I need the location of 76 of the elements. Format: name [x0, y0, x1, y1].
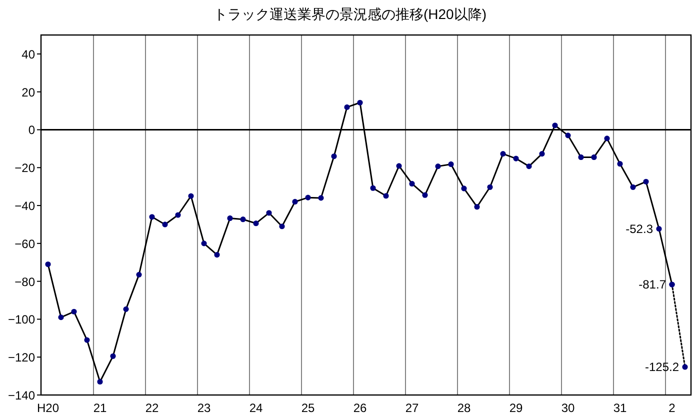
point	[513, 156, 519, 162]
y-tick-label: −80	[14, 274, 36, 289]
y-tick-label: −140	[8, 388, 36, 402]
y-tick-label: 0	[28, 123, 36, 138]
point	[97, 378, 103, 385]
point	[435, 164, 441, 170]
point	[123, 306, 129, 312]
x-tick-label: 26	[353, 401, 367, 415]
point	[279, 224, 285, 230]
point	[305, 194, 311, 200]
x-tick-label: H20	[36, 401, 60, 415]
point	[45, 261, 51, 268]
point	[149, 214, 155, 220]
point	[461, 186, 467, 192]
x-tick-label: 21	[93, 401, 107, 415]
x-tick-label: 2	[668, 401, 676, 415]
point	[578, 154, 584, 160]
point	[318, 195, 324, 201]
point	[643, 178, 649, 184]
data-label: -81.7	[638, 278, 666, 292]
x-tick-label: 28	[457, 401, 471, 415]
x-tick-label: 27	[405, 401, 419, 415]
x-tick-label: 30	[561, 401, 575, 415]
point	[500, 151, 506, 157]
point	[357, 100, 363, 106]
x-tick-label: 29	[509, 401, 523, 415]
point	[630, 184, 636, 190]
point	[188, 193, 194, 199]
point	[253, 220, 259, 226]
chart-title: トラック運送業界の景況感の推移(H20以降)	[213, 6, 487, 22]
data-label: -52.3	[626, 222, 654, 236]
point	[526, 164, 532, 170]
x-tick-label: 25	[301, 401, 315, 415]
point	[344, 104, 350, 110]
point	[539, 151, 545, 157]
y-tick-label: 20	[22, 85, 36, 100]
point	[591, 154, 597, 160]
point	[383, 193, 389, 199]
point	[448, 161, 454, 168]
y-tick-label: −60	[14, 236, 36, 251]
point	[565, 132, 571, 138]
point	[292, 198, 298, 205]
point	[227, 215, 233, 222]
point	[656, 226, 662, 232]
point	[682, 364, 688, 370]
point	[266, 210, 272, 216]
y-tick-label: −40	[14, 199, 36, 214]
point	[617, 161, 623, 167]
point	[110, 353, 116, 359]
point	[162, 222, 168, 228]
point	[214, 252, 220, 258]
point	[409, 180, 415, 187]
point	[136, 272, 142, 278]
point	[604, 136, 610, 142]
y-tick-label: −100	[8, 312, 36, 327]
point	[240, 216, 246, 222]
point	[84, 337, 90, 343]
point	[370, 185, 376, 191]
point	[201, 240, 207, 246]
point	[71, 308, 77, 314]
x-tick-label: 22	[145, 401, 159, 415]
data-label: -125.2	[644, 360, 680, 374]
x-tick-label: 24	[249, 401, 263, 415]
point	[331, 153, 337, 160]
point	[396, 163, 402, 169]
y-tick-label: −120	[8, 350, 36, 365]
x-tick-label: 23	[197, 401, 211, 415]
point	[175, 212, 181, 218]
y-tick-label: −20	[14, 161, 36, 176]
point	[474, 204, 480, 210]
x-tick-label: 31	[613, 401, 627, 415]
point	[552, 122, 558, 128]
point	[58, 314, 64, 320]
point	[487, 184, 493, 190]
y-tick-label: 40	[22, 47, 36, 62]
point	[422, 192, 428, 198]
